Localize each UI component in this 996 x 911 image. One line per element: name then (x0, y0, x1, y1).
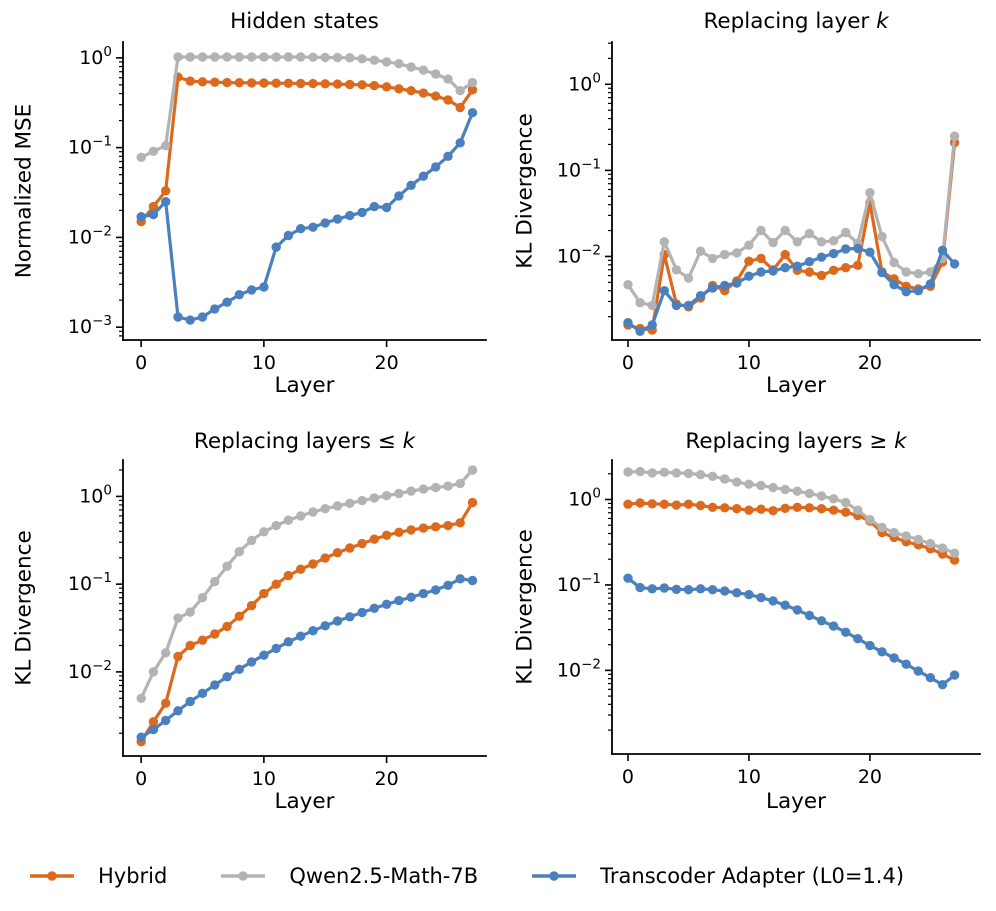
chart-title-text: Hidden states (230, 9, 379, 34)
legend-line-transcoder (532, 870, 577, 881)
y-tick-label: 10−1 (557, 156, 601, 181)
series-transcoder (623, 243, 960, 336)
x-tick-label: 20 (375, 768, 399, 790)
chart-title-math: k (894, 429, 907, 454)
series-transcoder (136, 108, 478, 325)
series-hybrid (623, 498, 960, 565)
chart-title-text: Replacing layers ≤ (193, 429, 403, 454)
chart-replacing-layers-gek: 10−2 10−1 100 0 10 20 (557, 459, 981, 788)
legend-item-hybrid: Hybrid (28, 864, 167, 888)
x-tick-label: 0 (135, 352, 147, 374)
axes-spines (611, 459, 981, 755)
legend-label-qwen: Qwen2.5-Math-7B (289, 863, 479, 888)
y-axis-ticks: 10−2 10−1 100 (557, 42, 612, 318)
x-tick-label: 10 (737, 352, 761, 374)
series-qwen (136, 52, 478, 162)
y-tick-label: 10−1 (557, 571, 601, 596)
series-hybrid (136, 72, 478, 227)
y-axis-ticks: 10−2 10−1 100 (68, 469, 123, 734)
y-tick-label: 10−2 (557, 242, 601, 267)
x-tick-label: 10 (252, 768, 276, 790)
chart-replacing-layers-lek: 10−2 10−1 100 0 10 20 (68, 459, 487, 790)
x-axis-label: Layer (766, 789, 826, 814)
y-axis-ticks: 10−2 10−1 100 (557, 473, 612, 731)
chart-title: Replacing layer k (612, 9, 980, 35)
x-tick-label: 0 (135, 768, 147, 790)
y-axis-label: KL Divergence (11, 530, 37, 686)
axes-spines (122, 41, 487, 341)
y-tick-label: 10−2 (68, 223, 112, 248)
y-axis-label: Normalized MSE (11, 103, 37, 279)
panel-replacing-layers-lek: 10−2 10−1 100 0 10 20 Replacing layers ≤ k KL… (0, 420, 498, 840)
series-transcoder (623, 573, 960, 690)
x-tick-label: 0 (622, 352, 634, 374)
x-axis-label: Layer (274, 789, 335, 814)
y-tick-label: 100 (568, 486, 601, 511)
x-tick-label: 20 (858, 766, 882, 788)
y-tick-label: 10−1 (68, 134, 112, 159)
y-axis-label: KL Divergence (512, 113, 538, 269)
legend-label-transcoder: Transcoder Adapter (L0=1.4) (600, 863, 905, 888)
y-tick-label: 10−1 (68, 570, 112, 595)
x-tick-label: 0 (622, 766, 634, 788)
chart-title-text: Replacing layers ≥ (685, 429, 895, 454)
series-transcoder (136, 574, 478, 742)
x-tick-label: 10 (252, 352, 276, 374)
x-axis-ticks: 0 10 20 (135, 340, 399, 374)
x-axis-label: Layer (274, 373, 335, 398)
chart-title: Replacing layers ≤ k (123, 429, 486, 455)
y-axis-ticks: 10−3 10−2 10−1 100 (68, 44, 123, 338)
chart-hidden-states: 10−3 10−2 10−1 100 0 10 20 (68, 41, 487, 374)
legend-item-transcoder: Transcoder Adapter (L0=1.4) (530, 864, 904, 888)
y-axis-label: KL Divergence (512, 529, 538, 685)
series-hybrid (136, 497, 478, 747)
series-qwen (136, 465, 478, 703)
y-tick-label: 10−2 (557, 656, 601, 681)
legend-line-qwen (221, 870, 266, 881)
chart-title-math: k (876, 9, 889, 34)
x-tick-label: 20 (858, 352, 882, 374)
series-qwen (623, 131, 960, 311)
chart-title-text: Replacing layer (703, 9, 877, 34)
legend: Hybrid Qwen2.5-Math-7B Transcoder Adapte… (0, 840, 996, 911)
chart-title: Replacing layers ≥ k (612, 429, 980, 455)
legend-label-hybrid: Hybrid (98, 863, 168, 888)
y-tick-label: 10−3 (68, 313, 112, 338)
chart-title: Hidden states (123, 9, 486, 35)
chart-title-math: k (402, 429, 416, 454)
panel-replacing-layer-k: 10−2 10−1 100 0 10 20 Replacing layer k KL Di… (498, 0, 996, 420)
x-axis-ticks: 0 10 20 (135, 756, 399, 790)
panel-replacing-layers-gek: 10−2 10−1 100 0 10 20 Replacing layers ≥ k KL… (498, 420, 996, 840)
y-tick-label: 100 (79, 44, 112, 69)
x-axis-ticks: 0 10 20 (622, 754, 882, 788)
legend-line-hybrid (30, 870, 74, 881)
x-axis-ticks: 0 10 20 (622, 340, 882, 374)
y-tick-label: 100 (568, 70, 601, 95)
x-axis-label: Layer (766, 373, 826, 398)
x-tick-label: 10 (737, 766, 761, 788)
y-tick-label: 100 (79, 482, 112, 507)
legend-item-qwen: Qwen2.5-Math-7B (219, 864, 478, 888)
chart-replacing-layer-k: 10−2 10−1 100 0 10 20 (557, 41, 981, 374)
panel-hidden-states: 10−3 10−2 10−1 100 0 10 20 Hidden states Norma… (0, 0, 498, 420)
x-tick-label: 20 (375, 352, 399, 374)
series-qwen (623, 466, 960, 558)
y-tick-label: 10−2 (68, 658, 112, 683)
